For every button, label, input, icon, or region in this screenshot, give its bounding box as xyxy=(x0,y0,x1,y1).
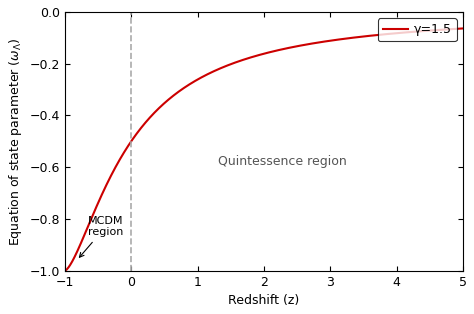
Legend: γ=1.5: γ=1.5 xyxy=(378,18,457,41)
Text: Quintessence region: Quintessence region xyxy=(218,155,346,169)
Y-axis label: Equation of state parameter ($\omega_\Lambda$): Equation of state parameter ($\omega_\La… xyxy=(7,37,24,246)
Text: ΜCDM
region: ΜCDM region xyxy=(80,216,124,257)
X-axis label: Redshift (z): Redshift (z) xyxy=(228,294,300,307)
